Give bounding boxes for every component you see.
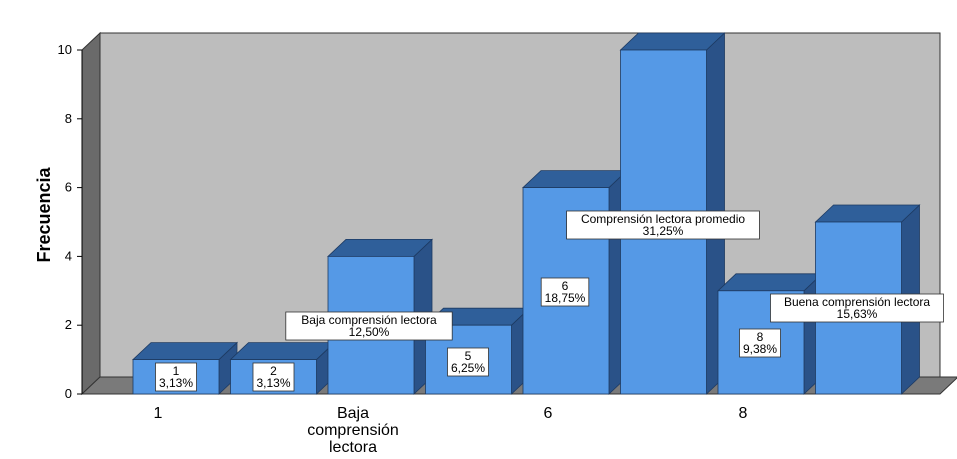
x-tick-label: 8 (739, 405, 748, 422)
x-tick-label: 6 (544, 405, 553, 422)
data-label: 56,25% (447, 347, 489, 377)
data-label-box (739, 328, 781, 358)
data-label-text: 12,50% (349, 325, 390, 339)
data-label-text: 2 (270, 364, 277, 378)
data-label-box (285, 311, 453, 341)
data-label-text: 6 (562, 279, 569, 293)
data-label-box (252, 362, 295, 392)
data-label-box (770, 293, 944, 323)
data-label-text: Comprensión lectora promedio (581, 212, 745, 226)
bar-top (814, 204, 921, 223)
data-label: 23,13% (252, 362, 295, 392)
x-tick-label: lectora (329, 439, 377, 456)
data-label: 89,38% (739, 328, 781, 358)
bar-top (229, 342, 336, 361)
x-tick-label: comprensión (307, 422, 399, 439)
data-label-text: Baja comprensión lectora (301, 313, 437, 327)
data-label-text: 15,63% (837, 307, 878, 321)
data-label-text: 5 (465, 349, 472, 363)
x-tick-label: Baja (337, 405, 369, 422)
data-label-text: Buena comprensión lectora (784, 295, 930, 309)
data-label-text: 3,13% (256, 376, 290, 390)
data-label-text: 3,13% (159, 376, 193, 390)
y-tick-label: 4 (65, 248, 72, 263)
bar-top (619, 32, 726, 51)
y-tick-label: 6 (65, 180, 72, 195)
bar-top (716, 273, 824, 292)
plot-left-wall (81, 31, 101, 396)
y-tick-label: 2 (65, 317, 72, 332)
bar-top (326, 238, 434, 257)
data-label: 13,13% (155, 362, 197, 392)
data-label-text: 18,75% (545, 291, 586, 305)
x-tick-label: 1 (154, 405, 163, 422)
y-axis-label: Frecuencia (34, 166, 54, 262)
data-label-box (155, 362, 197, 392)
data-label-box (566, 210, 760, 240)
data-label-box (447, 347, 489, 377)
y-tick-label: 10 (58, 42, 72, 57)
data-label-text: 9,38% (743, 342, 777, 356)
data-label-box (540, 277, 590, 307)
data-label-text: 1 (173, 364, 180, 378)
bar-top (521, 170, 629, 189)
data-label: 618,75% (540, 277, 590, 307)
bar-top (131, 342, 239, 361)
data-label-text: 31,25% (643, 224, 684, 238)
y-tick-label: 0 (65, 386, 72, 401)
data-label-text: 8 (757, 330, 764, 344)
y-tick-label: 8 (65, 111, 72, 126)
data-label-text: 6,25% (451, 361, 485, 375)
